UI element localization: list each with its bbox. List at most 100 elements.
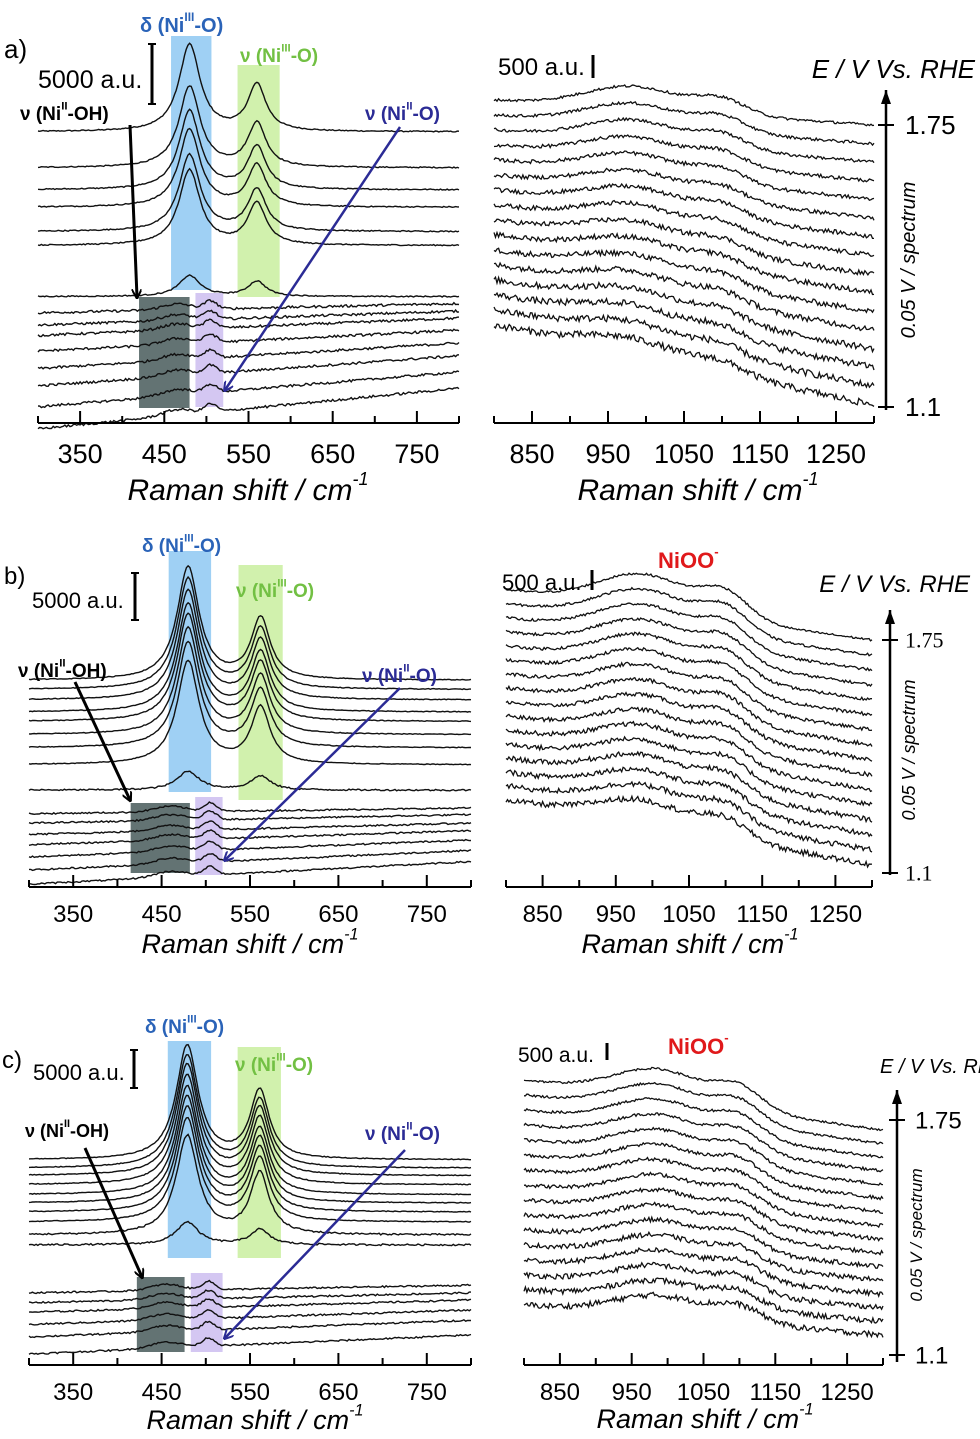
x-axis-title: Raman shift / cm-1 — [147, 1402, 364, 1436]
label-nu-ni3-o-pre: ν (Ni — [240, 46, 281, 67]
x-tick-label: 350 — [53, 1379, 93, 1406]
spectrum-line — [523, 1187, 884, 1242]
spectrum-line — [505, 602, 873, 672]
label-nioo-sup: - — [724, 1030, 728, 1045]
spectrum-line — [28, 838, 472, 859]
x-tick-label: 850 — [509, 439, 554, 469]
spectrum-line — [493, 275, 875, 354]
label-nu-ni2-oh-post: -OH) — [68, 104, 109, 125]
label-nu-ni2-o-pre: ν (Ni — [362, 666, 403, 687]
spectrum-line — [523, 1097, 884, 1159]
scale-bar-label: 500 a.u. — [502, 570, 582, 595]
spectrum-line — [505, 617, 873, 688]
label-delta-ni3-o: δ (NiIII-O) — [140, 10, 223, 37]
x-tick-label: 950 — [596, 901, 636, 928]
spectrum-line — [28, 1116, 472, 1223]
scale-bar-label: 500 a.u. — [498, 54, 585, 81]
label-nu-ni3-o-post: -O) — [287, 581, 314, 602]
label-delta-ni3-o-post: -O) — [194, 536, 221, 557]
spectrum-line — [28, 1308, 472, 1326]
label-nu-ni3-o-post: -O) — [291, 46, 318, 67]
axes — [28, 43, 905, 1366]
label-nu-ni2-oh: ν (NiII-OH) — [20, 101, 109, 125]
potential-axis-title: E / V Vs. RHE — [812, 54, 976, 84]
x-axis-title-text: Raman shift / cm — [577, 474, 802, 507]
spectrum-line — [37, 370, 460, 409]
panel-label: c) — [2, 1047, 22, 1074]
spectrum-line — [37, 152, 460, 233]
arrow-nio — [225, 126, 402, 390]
spectrum-line — [505, 706, 873, 778]
spectrum-line — [493, 230, 875, 296]
label-nu-ni2-o: ν (NiII-O) — [362, 663, 437, 687]
spectra — [28, 42, 884, 1355]
panel-label: b) — [4, 563, 25, 590]
spectrum-line — [523, 1291, 884, 1339]
x-axis-title: Raman shift / cm-1 — [597, 1401, 814, 1435]
spectrum-line — [28, 575, 471, 691]
spectrum-line — [505, 646, 873, 717]
spectrum-line — [505, 766, 873, 838]
label-delta-ni3-o: δ (NiIII-O) — [145, 1014, 224, 1038]
potential-step-label: 0.05 V / spectrum — [907, 1168, 926, 1301]
spectrum-line — [28, 1279, 472, 1295]
band-nioh — [130, 803, 190, 873]
spectrum-line — [28, 601, 472, 713]
spectrum-line — [493, 182, 874, 240]
label-nu-ni2-oh-post: -OH) — [66, 661, 107, 682]
label-nu-ni3-o: ν (NiIII-O) — [235, 1052, 313, 1076]
x-axis-title-sup: -1 — [799, 1401, 813, 1419]
label-nu-ni2-oh-pre: ν (Ni — [18, 661, 59, 682]
spectrum-line — [524, 1081, 884, 1145]
spectrum-line — [37, 308, 460, 327]
spectrum-line — [37, 108, 460, 191]
spectrum-line — [28, 1073, 472, 1186]
scale-bar-label: 5000 a.u. — [38, 66, 142, 94]
spectrum-line — [505, 735, 873, 807]
spectrum-line — [37, 127, 459, 209]
x-tick-label: 550 — [230, 1379, 270, 1406]
spectrum-line — [523, 1171, 884, 1229]
spectrum-line — [28, 1054, 472, 1169]
label-nu-ni3-o-pre: ν (Ni — [236, 581, 277, 602]
x-axis-title: Raman shift / cm-1 — [142, 926, 359, 960]
arrow-nioh — [83, 1147, 142, 1277]
spectrum-line — [505, 794, 873, 869]
band-delta — [171, 36, 212, 290]
spectrum-line — [493, 167, 875, 221]
label-nu-ni3-o-sup: III — [276, 1052, 286, 1064]
spectrum-line — [37, 85, 460, 169]
x-axis-title-sup: -1 — [803, 469, 819, 489]
spectrum-line — [505, 780, 873, 853]
label-nu-ni2-oh-pre: ν (Ni — [25, 1121, 64, 1141]
potential-axis-title: E / V Vs. RHE — [819, 571, 971, 598]
spectrum-line — [28, 801, 472, 816]
spectrum-line — [28, 1094, 472, 1204]
label-nioo: NiOO- — [668, 1030, 729, 1059]
spectrum-line — [505, 661, 873, 732]
label-nu-ni2-o-pre: ν (Ni — [365, 104, 406, 125]
label-nioo-text: NiOO — [658, 548, 714, 573]
label-nu-ni2-oh-sup: II — [59, 658, 65, 670]
spectrum-line — [28, 564, 472, 681]
label-nu-ni2-o-post: -O) — [413, 104, 440, 125]
spectrum-line — [505, 586, 873, 657]
x-tick-label: 750 — [394, 439, 439, 469]
spectrum-line — [28, 612, 472, 723]
spectrum-line — [28, 860, 472, 886]
label-nu-ni2-o-post: -O) — [410, 666, 437, 687]
label-nu-ni2-o-sup: II — [406, 101, 412, 113]
spectrum-line — [28, 588, 472, 701]
x-tick-label: 350 — [58, 439, 103, 469]
label-nu-ni2-oh-sup: II — [61, 101, 67, 113]
label-nioo-sup: - — [714, 544, 718, 559]
spectrum-line — [28, 1289, 471, 1304]
spectrum-line — [37, 167, 460, 247]
x-tick-label: 1250 — [820, 1379, 873, 1406]
x-tick-label: 1150 — [749, 1379, 801, 1406]
label-nu-ni3-o-pre: ν (Ni — [235, 1055, 276, 1076]
x-axis-title-sup: -1 — [344, 926, 358, 944]
label-nu-ni3-o-post: -O) — [286, 1055, 313, 1076]
arrow-nioh — [128, 124, 137, 297]
